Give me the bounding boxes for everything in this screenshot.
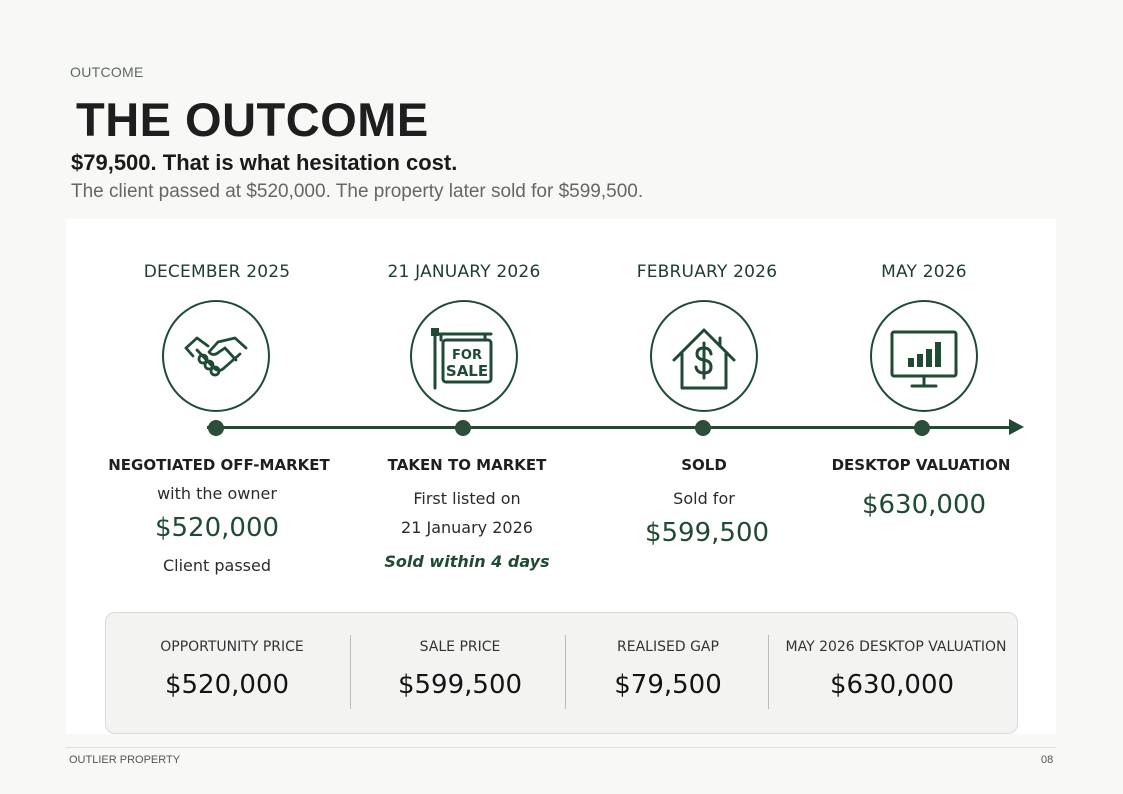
timeline-icon-circle — [650, 300, 758, 412]
event-price: $599,500 — [644, 518, 770, 548]
stat-value-realised-gap: $79,500 — [614, 670, 722, 700]
timeline-date-february-2026: FEBRUARY 2026 — [636, 262, 778, 282]
event-note: Sold within 4 days — [384, 552, 550, 571]
stat-value-sale-price: $599,500 — [397, 670, 523, 700]
timeline-dot — [695, 420, 711, 436]
event-price: $630,000 — [861, 490, 987, 520]
page-number: 08 — [1041, 754, 1054, 766]
event-subtext: Sold for — [673, 489, 735, 508]
stat-label-opportunity-price: OPPORTUNITY PRICE — [160, 639, 304, 655]
summary-card — [105, 612, 1018, 734]
event-heading: SOLD — [681, 456, 727, 474]
page-title: THE OUTCOME — [76, 93, 429, 146]
timeline-dot — [208, 420, 224, 436]
stat-value-desktop-valuation: $630,000 — [829, 670, 955, 700]
lead-text: The client passed at $520,000. The prope… — [71, 181, 644, 202]
summary-divider — [350, 635, 351, 709]
timeline-date-21-january-2026: 21 JANUARY 2026 — [387, 262, 541, 282]
timeline-axis — [207, 426, 1013, 429]
timeline-icon-circle — [870, 300, 978, 412]
event-subtext: with the owner — [157, 484, 277, 503]
event-note: Client passed — [162, 556, 272, 575]
event-heading: TAKEN TO MARKET — [387, 456, 547, 474]
stat-label-sale-price: SALE PRICE — [419, 639, 501, 655]
stat-value-opportunity-price: $520,000 — [164, 670, 290, 700]
timeline-icon-circle: FOR SALE — [410, 300, 518, 412]
timeline-icon-circle — [162, 300, 270, 412]
for-sale-sign-line2: SALE — [446, 362, 488, 380]
timeline-dot — [455, 420, 471, 436]
for-sale-sign-icon: FOR SALE — [431, 328, 493, 390]
timeline-dot — [914, 420, 930, 436]
event-heading: DESKTOP VALUATION — [831, 456, 1011, 474]
event-price: $520,000 — [154, 513, 280, 543]
event-subtext: 21 January 2026 — [401, 518, 533, 537]
stat-label-desktop-valuation: MAY 2026 DESKTOP VALUATION — [785, 639, 1007, 655]
timeline-date-may-2026: MAY 2026 — [881, 262, 967, 282]
house-dollar-icon — [672, 328, 736, 390]
timeline-date-december-2025: DECEMBER 2025 — [143, 262, 291, 282]
footer-brand: OUTLIER PROPERTY — [69, 754, 181, 766]
for-sale-sign-line1: FOR — [452, 348, 482, 363]
monitor-chart-icon — [890, 330, 958, 388]
stat-label-realised-gap: REALISED GAP — [617, 639, 719, 655]
page-subtitle: $79,500. That is what hesitation cost. — [71, 150, 458, 175]
handshake-icon — [184, 336, 248, 377]
arrow-right-icon — [1009, 419, 1024, 435]
summary-divider — [768, 635, 769, 709]
summary-divider — [565, 635, 566, 709]
section-eyebrow: OUTCOME — [70, 64, 144, 80]
footer-divider — [66, 747, 1056, 748]
event-heading: NEGOTIATED OFF-MARKET — [108, 456, 330, 474]
event-subtext: First listed on — [413, 489, 521, 508]
